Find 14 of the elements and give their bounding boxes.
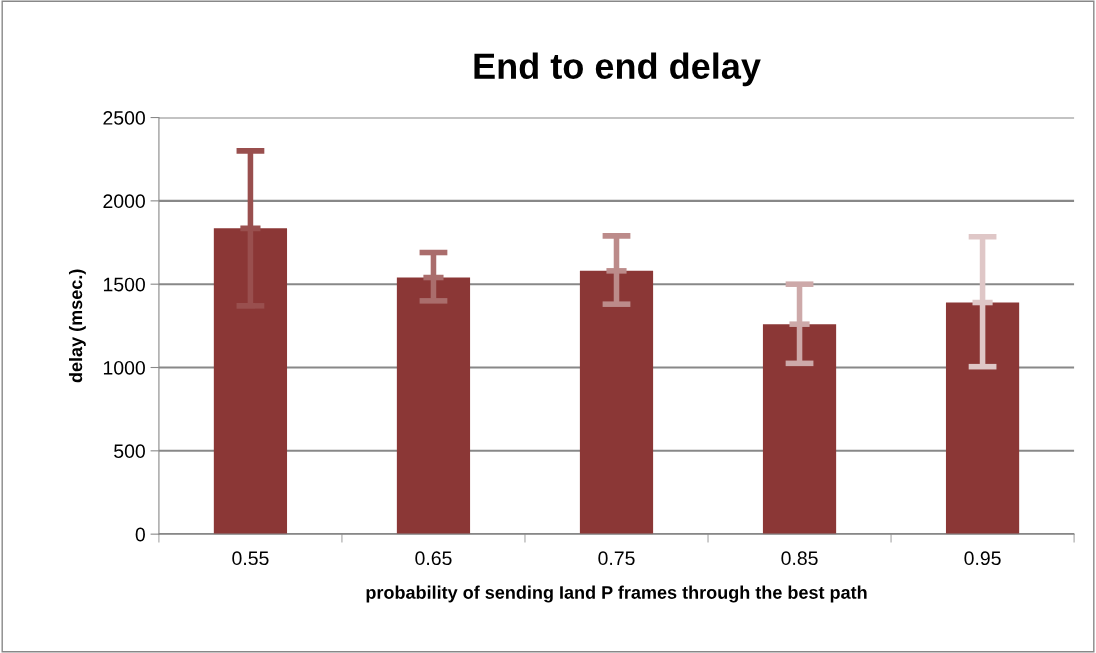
y-tick-label: 2000: [103, 194, 145, 209]
x-tick-label: 0.85: [781, 551, 818, 566]
x-tick-label: 0.75: [598, 551, 635, 566]
y-tick-label: 1000: [103, 360, 145, 375]
y-tick-label: 500: [114, 444, 145, 459]
x-tick-label: 0.65: [415, 551, 452, 566]
x-axis-title: probability of sending Iand P frames through the best path: [366, 585, 867, 603]
y-tick-label: 0: [135, 527, 145, 542]
x-tick-label: 0.95: [964, 551, 1001, 566]
chart-title: End to end delay: [474, 52, 761, 87]
y-tick-label: 1500: [103, 277, 145, 292]
y-tick-label: 2500: [103, 111, 145, 125]
y-axis-title: delay (msec.): [68, 269, 86, 383]
x-tick-label: 0.55: [232, 551, 269, 566]
